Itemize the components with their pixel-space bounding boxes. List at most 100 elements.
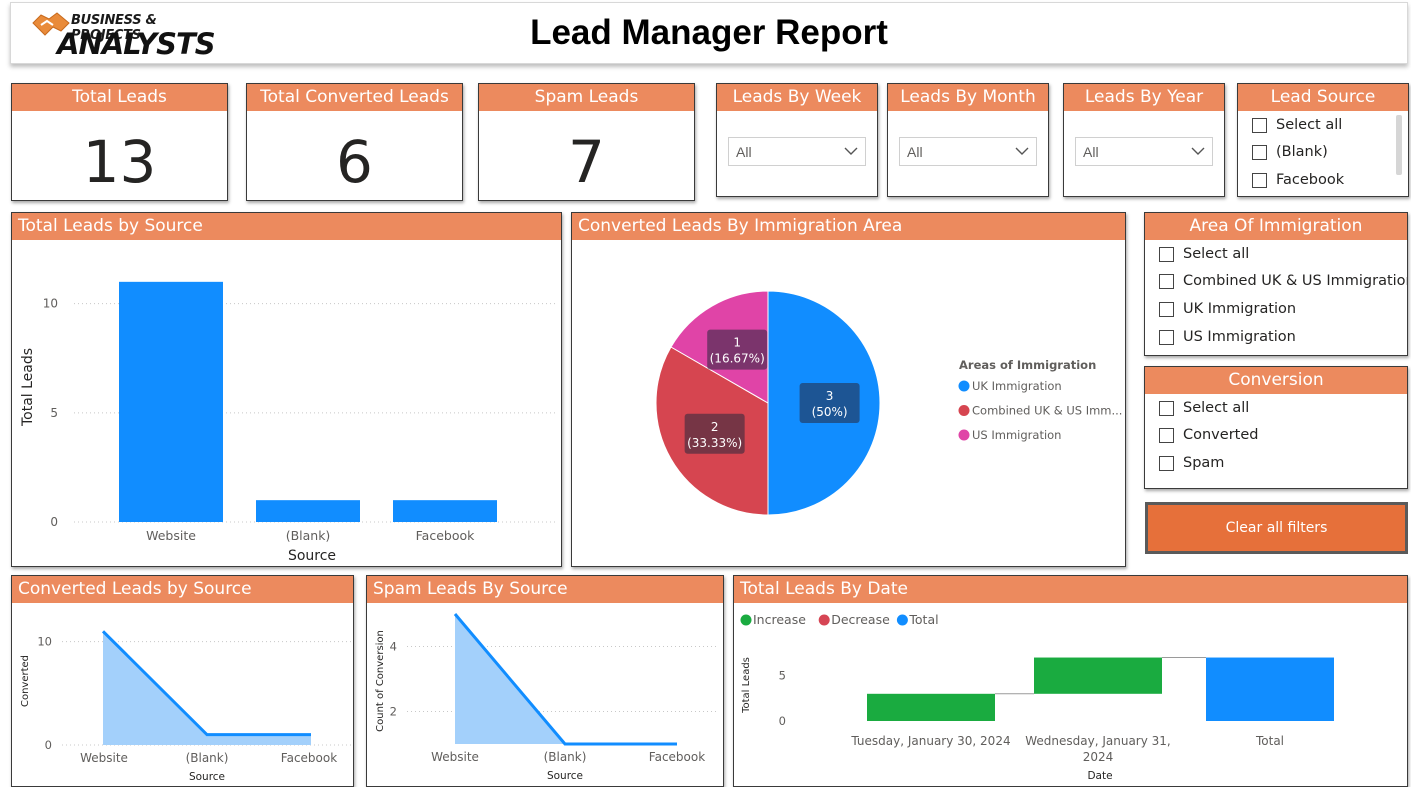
checkbox[interactable] — [1159, 400, 1174, 416]
kpi-title: Total Leads — [12, 84, 227, 111]
slicer-item-select-all[interactable]: Select all — [1252, 117, 1342, 133]
filter-leads-by-year: Leads By Year All — [1063, 83, 1225, 197]
year-dropdown[interactable]: All — [1075, 137, 1213, 166]
slicer-item-select-all[interactable]: Select all — [1159, 400, 1249, 416]
x-tick-label: Tuesday, January 30, 2024 — [850, 734, 1010, 748]
x-tick-label: (Blank) — [544, 750, 587, 764]
slicer-item-label: (Blank) — [1276, 144, 1328, 160]
slicer-item-label: Spam — [1183, 455, 1225, 471]
kpi-card-total-leads: Total Leads 13 — [11, 83, 228, 201]
area-chart: 0 10 Website (Blank) Facebook Source Converted — [20, 630, 352, 783]
checkbox[interactable] — [1159, 301, 1174, 317]
area-fill — [103, 631, 311, 745]
slicer-item-us[interactable]: US Immigration — [1159, 329, 1296, 345]
slicer-item-facebook[interactable]: Facebook — [1252, 172, 1344, 188]
kpi-value: 13 — [82, 128, 157, 196]
waterfall-chart: Increase Decrease Total 0 5 Tuesday, January … — [740, 612, 1334, 782]
slicer-item-blank[interactable]: (Blank) — [1252, 144, 1328, 160]
y-tick-label: 0 — [779, 714, 786, 728]
checkbox[interactable] — [1159, 329, 1174, 345]
chart-title: Converted Leads by Source — [12, 576, 353, 603]
y-tick-label: 2 — [390, 705, 397, 719]
slicer-item-converted[interactable]: Converted — [1159, 427, 1258, 443]
y-tick-label: 10 — [37, 635, 52, 649]
x-tick-label: Facebook — [281, 751, 337, 765]
filter-leads-by-month: Leads By Month All — [887, 83, 1049, 197]
legend-label: UK Immigration — [972, 379, 1062, 393]
slicer-lead-source: Lead Source Select all (Blank) Facebook — [1237, 83, 1409, 197]
scrollbar[interactable] — [1396, 115, 1402, 175]
x-tick-label: Facebook — [416, 528, 475, 543]
slicer-list: Select all Converted Spam — [1145, 394, 1407, 488]
x-tick-label: Website — [431, 750, 479, 764]
checkbox[interactable] — [1159, 455, 1174, 471]
legend-marker — [896, 614, 908, 626]
bar — [256, 500, 360, 522]
slicer-item-spam[interactable]: Spam — [1159, 455, 1224, 471]
x-axis-title: Source — [547, 770, 583, 782]
chart-converted-by-immigration: Converted Leads By Immigration Area 3 (50… — [571, 212, 1126, 567]
legend-label: US Immigration — [972, 428, 1061, 442]
legend-marker — [958, 405, 970, 416]
checkbox[interactable] — [1159, 246, 1174, 262]
legend-marker — [740, 614, 752, 626]
slicer-item-uk[interactable]: UK Immigration — [1159, 301, 1296, 317]
week-dropdown[interactable]: All — [728, 137, 866, 166]
chart-converted-leads-by-source: Converted Leads by Source 0 10 Website (Bla… — [11, 575, 354, 787]
slicer-item-combined[interactable]: Combined UK & US Immigration — [1159, 273, 1408, 289]
legend-label: Total — [908, 612, 938, 627]
checkbox[interactable] — [1252, 172, 1267, 188]
legend-marker — [958, 429, 970, 441]
x-tick-label: Website — [146, 528, 196, 543]
month-dropdown[interactable]: All — [899, 137, 1037, 166]
data-label-percent: (33.33%) — [687, 436, 742, 450]
page-title: Lead Manager Report — [530, 13, 888, 52]
waterfall-bar — [867, 693, 995, 721]
x-tick-label: Total — [1255, 734, 1284, 748]
slicer-item-label: UK Immigration — [1183, 301, 1297, 317]
clear-all-filters-button[interactable]: Clear all filters — [1145, 502, 1408, 554]
slicer-list: Select all Combined UK & US Immigration … — [1145, 240, 1407, 355]
chart-total-leads-by-source: Total Leads by Source 0 5 10 Website (Blank)… — [11, 212, 562, 567]
checkbox[interactable] — [1159, 273, 1174, 289]
x-tick-label: Wednesday, January 31, — [1025, 734, 1171, 748]
slicer-item-label: Select all — [1183, 400, 1250, 416]
checkbox[interactable] — [1252, 117, 1267, 133]
x-tick-label: (Blank) — [286, 528, 331, 543]
report-header: BUSINESS & PROJECTS ANALYSTS Lead Manage… — [10, 2, 1408, 64]
logo-tagline: BUSINESS & PROJECTS — [71, 13, 157, 43]
slicer-item-label: Select all — [1276, 117, 1343, 133]
data-label-bg — [799, 383, 860, 423]
slicer-list: Select all (Blank) Facebook — [1238, 111, 1408, 196]
slicer-area-of-immigration: Area Of Immigration Select all Combined … — [1144, 212, 1408, 356]
pie-chart: 3 (50%) 2 (33.33%) 1 (16.67%) Areas of Immigra… — [655, 290, 1122, 516]
series-line — [453, 613, 677, 746]
legend-marker — [818, 614, 830, 626]
data-label-count: 3 — [826, 389, 834, 403]
series-line — [101, 630, 311, 737]
slicer-title: Area Of Immigration — [1145, 213, 1407, 240]
checkbox[interactable] — [1252, 144, 1267, 160]
waterfall-bar — [1206, 657, 1334, 721]
filter-title: Leads By Year — [1064, 84, 1224, 111]
kpi-title: Total Converted Leads — [247, 84, 462, 111]
slicer-item-label: Combined UK & US Immigration — [1183, 273, 1408, 289]
x-axis-title: Date — [1087, 770, 1112, 782]
data-label-percent: (50%) — [812, 405, 848, 419]
chevron-down-icon — [1191, 147, 1205, 155]
y-axis-title: Converted — [20, 655, 31, 707]
dropdown-value: All — [907, 144, 923, 160]
area-chart: 2 4 Website (Blank) Facebook Source Count of C… — [375, 613, 719, 782]
bar-chart: 0 5 10 Website (Blank) Facebook Source Total Le… — [20, 281, 557, 564]
y-tick-label: 5 — [779, 669, 786, 683]
dropdown-value: All — [736, 144, 752, 160]
slicer-item-select-all[interactable]: Select all — [1159, 246, 1249, 262]
kpi-value: 7 — [568, 128, 605, 196]
slicer-title: Conversion — [1145, 367, 1407, 394]
area-fill — [455, 614, 677, 744]
x-axis-title: Source — [189, 771, 225, 783]
chevron-down-icon — [1015, 147, 1029, 155]
checkbox[interactable] — [1159, 427, 1174, 443]
chevron-down-icon — [844, 147, 858, 155]
handshake-icon — [32, 12, 70, 36]
